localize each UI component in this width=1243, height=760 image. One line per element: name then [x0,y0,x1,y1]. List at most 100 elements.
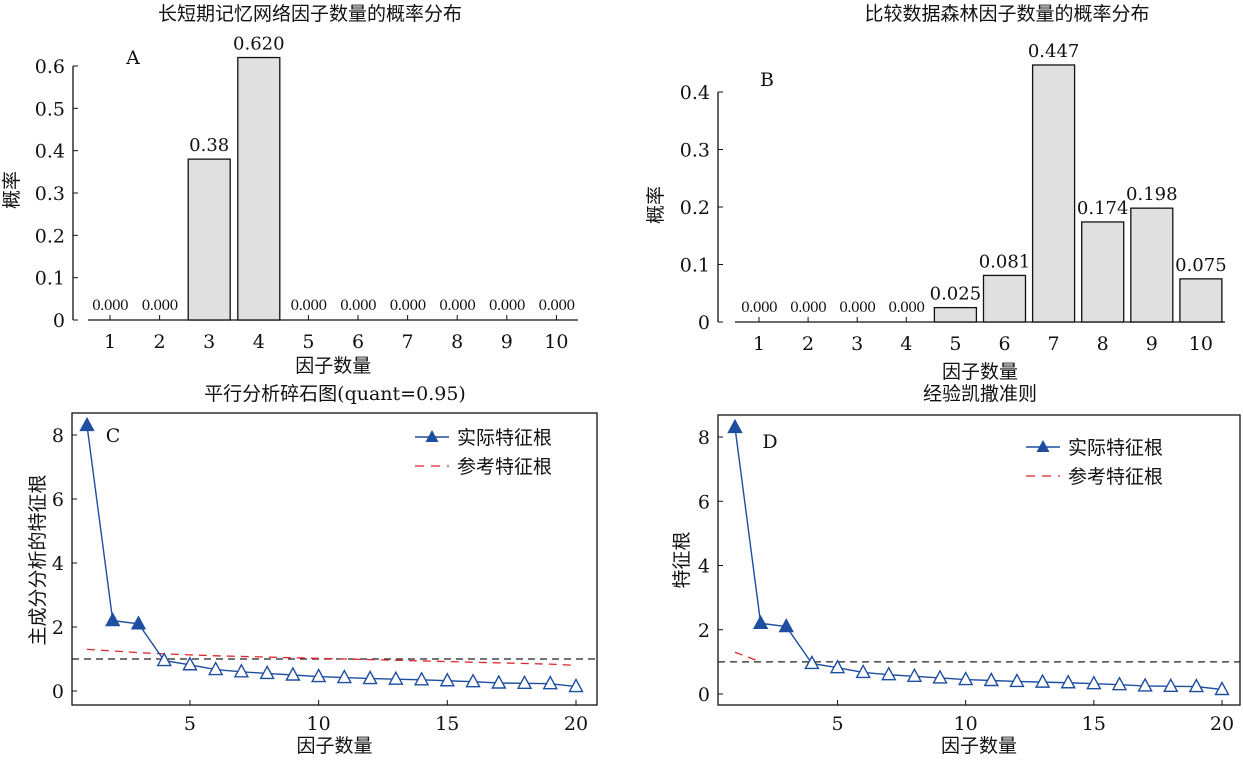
data-point [804,655,820,670]
x-tick-label: 20 [564,713,588,735]
x-axis-label: 因子数量 [296,735,372,757]
y-tick-label: 4 [52,553,64,575]
x-tick-label: 10 [954,713,978,735]
data-label: 0.000 [741,300,777,316]
panel-letter: A [125,47,140,69]
data-point [568,678,584,693]
x-tick-label: 10 [307,713,331,735]
x-tick-label: 1 [104,331,116,353]
x-tick-label: 5 [302,331,314,353]
data-point [1214,681,1230,696]
x-axis-label: 因子数量 [941,735,1017,757]
y-tick-label: 0.1 [35,268,65,290]
y-tick-label: 0.4 [35,141,65,163]
data-label: 0.174 [1077,198,1129,219]
x-tick-label: 5 [949,333,961,355]
data-point [310,668,327,683]
line-panel-c: 平行分析碎石图(quant=0.95) C 0 2 4 6 8 5 10 15 20 主成分分析的特征… [27,383,598,757]
data-point [336,669,353,684]
x-tick-label: 4 [900,333,912,355]
panel-letter: D [762,431,777,453]
data-label: 0.000 [888,300,924,316]
chart-title: 平行分析碎石图(quant=0.95) [204,383,466,405]
y-tick-label: 8 [52,425,64,447]
y-tick-label: 0 [53,310,65,332]
data-label: 0.000 [839,300,875,316]
data-label: 0.000 [290,298,326,314]
x-tick-label: 7 [1048,333,1060,355]
data-point [182,656,198,671]
y-tick-label: 0.2 [35,225,65,247]
data-label: 0.000 [489,298,525,314]
data-point [208,661,224,676]
y-tick-label: 6 [52,489,64,511]
panel-letter: C [106,425,121,447]
x-tick-label: 3 [851,333,863,355]
data-point [491,674,507,689]
y-tick-label: 4 [698,556,710,578]
data-label: 0.447 [1028,41,1080,62]
bar [1081,221,1125,323]
data-point [1086,675,1102,690]
x-tick-label: 2 [802,333,814,355]
y-tick-label: 0.3 [680,140,710,162]
x-tick-label: 5 [184,713,196,735]
data-point [752,614,769,630]
plot-frame [717,414,1241,706]
bar [1179,278,1223,323]
data-point [1009,673,1025,688]
data-label: 0.025 [930,284,982,305]
data-point [1137,677,1153,692]
bar [187,158,231,321]
data-point [829,659,846,674]
legend-label: 实际特征根 [457,427,552,449]
data-point [958,671,974,686]
legend-marker-actual [1036,440,1050,452]
y-tick-label: 0.5 [35,98,65,120]
x-tick-label: 2 [154,331,166,353]
y-tick-label: 0.1 [680,255,710,277]
y-tick-label: 8 [698,427,710,449]
data-point [156,652,172,667]
y-tick-label: 2 [698,620,710,642]
y-tick-label: 0.3 [35,183,65,205]
x-tick-label: 5 [831,713,843,735]
data-label: 0.000 [390,298,426,314]
data-point [542,675,558,690]
data-point [1060,674,1076,689]
data-label: 0.000 [142,298,178,314]
data-point [362,670,378,685]
chart-title: 长短期记忆网络因子数量的概率分布 [158,3,462,25]
x-tick-label: 4 [253,331,265,353]
x-tick-label: 8 [1097,333,1109,355]
data-point [1188,678,1205,693]
x-tick-label: 10 [544,331,568,353]
series-reference-eigenvalues [86,648,577,667]
x-tick-label: 10 [1189,333,1213,355]
bar [1031,64,1076,323]
data-label: 0.38 [189,135,229,156]
chart-title: 比较数据森林因子数量的概率分布 [864,3,1149,25]
data-point [1111,676,1128,691]
data-point [727,418,743,434]
bar [1130,207,1174,323]
data-point [778,618,794,633]
data-point [855,664,871,679]
data-label: 0.075 [1175,255,1227,276]
x-tick-label: 7 [402,331,414,353]
legend-label: 实际特征根 [1068,437,1163,459]
x-tick-label: 3 [203,331,215,353]
data-label: 0.000 [92,298,128,314]
data-point [516,674,533,690]
data-point [285,666,301,681]
chart-title: 经验凯撒准则 [923,383,1037,405]
y-tick-label: 0.6 [35,56,65,78]
data-point [130,615,147,630]
data-point [881,666,897,681]
data-point [439,672,455,687]
y-tick-label: 0 [698,684,710,706]
legend-marker-actual [425,430,439,442]
